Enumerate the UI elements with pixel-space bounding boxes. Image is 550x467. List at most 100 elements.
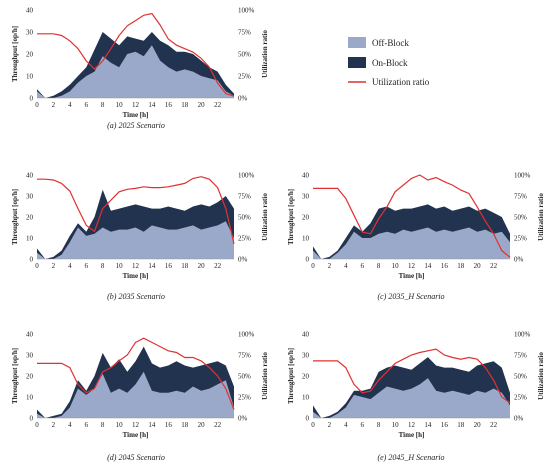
y-tick-label: 20 [26,214,34,222]
y2-axis-title: Utilization ratio [261,193,269,241]
series-off-block-area [37,45,234,98]
panel-caption: (e) 2045_H Scenario [377,453,444,462]
x-tick-label: 2 [328,421,332,429]
y2-tick-label: 75% [514,193,527,201]
x-tick-label: 22 [490,421,498,429]
legend-swatch-off-block [348,37,366,48]
x-tick-label: 12 [408,421,416,429]
y-tick-label: 30 [26,29,34,37]
y-tick-label: 20 [26,51,34,59]
y2-tick-label: 50% [238,373,251,381]
legend-label-utilization: Utilization ratio [372,77,430,87]
legend-swatch-on-block [348,57,366,68]
x-axis-title: Time [h] [123,111,149,119]
x-tick-label: 0 [311,421,315,429]
x-tick-label: 10 [116,262,124,270]
chart-panel-2: 0 2 4 6 8 10 12 14 16 18 20 22 0 10 20 30 40 0% 25% 50% 75% 1… [287,172,545,302]
y2-axis-title: Utilization ratio [261,352,269,400]
y-tick-label: 10 [26,235,34,243]
x-tick-label: 14 [148,101,156,109]
y-tick-label: 30 [26,193,34,201]
y-tick-label: 30 [302,352,310,360]
chart-panel-4: 0 2 4 6 8 10 12 14 16 18 20 22 0 10 20 30 40 0% 25% 50% 75% 1… [287,331,545,463]
x-tick-label: 6 [85,421,89,429]
y2-tick-label: 75% [514,352,527,360]
x-tick-label: 4 [344,421,348,429]
x-tick-label: 20 [198,421,206,429]
y-tick-label: 40 [26,7,34,15]
y-tick-label: 40 [26,331,34,339]
y-tick-label: 10 [26,394,34,402]
y2-tick-label: 0% [514,415,524,423]
x-tick-label: 14 [148,421,156,429]
y-tick-label: 20 [26,373,34,381]
y2-tick-label: 75% [238,29,251,37]
x-tick-label: 20 [474,262,482,270]
y-tick-label: 10 [26,73,34,81]
y-axis-title: Throughput [op/h] [287,348,295,404]
y-tick-label: 20 [302,373,310,381]
x-tick-label: 12 [408,262,416,270]
legend-label-on-block: On-Block [372,58,408,68]
x-tick-label: 0 [35,421,39,429]
x-tick-label: 8 [101,262,105,270]
y-tick-label: 30 [302,193,310,201]
y-tick-label: 30 [26,352,34,360]
chart-panel-1: 0 2 4 6 8 10 12 14 16 18 20 22 0 10 20 30 40 0% 25% 50% 75% 1… [11,172,269,302]
y2-axis-title: Utilization ratio [537,193,545,241]
x-tick-label: 2 [52,262,56,270]
x-axis-title: Time [h] [399,272,425,280]
x-tick-label: 0 [35,262,39,270]
y2-tick-label: 25% [514,394,527,402]
series-off-block-area [313,227,510,259]
panel-caption: (d) 2045 Scenario [107,453,165,462]
x-tick-label: 22 [214,262,222,270]
y2-tick-label: 25% [238,73,251,81]
x-tick-label: 16 [165,101,173,109]
series-off-block-area [37,221,234,259]
y-tick-label: 0 [306,415,310,423]
x-tick-label: 14 [424,262,432,270]
y-tick-label: 20 [302,214,310,222]
x-tick-label: 22 [214,421,222,429]
x-tick-label: 10 [392,262,400,270]
x-tick-label: 4 [68,421,72,429]
x-tick-label: 8 [377,421,381,429]
series-utilization-line [313,174,511,258]
x-tick-label: 2 [328,262,332,270]
y2-tick-label: 100% [514,172,531,180]
y-tick-label: 0 [30,415,34,423]
series-utilization-line [313,348,511,404]
x-tick-label: 4 [68,101,72,109]
x-axis-title: Time [h] [123,272,149,280]
y2-tick-label: 25% [514,235,527,243]
x-tick-label: 6 [85,262,89,270]
x-tick-label: 20 [474,421,482,429]
legend: Off-Block On-Block Utilization ratio [348,37,430,87]
y2-tick-label: 100% [238,331,255,339]
x-tick-label: 14 [424,421,432,429]
y2-tick-label: 50% [514,373,527,381]
x-tick-label: 18 [457,421,465,429]
y2-tick-label: 75% [238,352,251,360]
x-tick-label: 10 [116,421,124,429]
x-tick-label: 18 [181,262,189,270]
y-tick-label: 10 [302,394,310,402]
x-tick-label: 16 [441,262,449,270]
x-tick-label: 20 [198,101,206,109]
x-tick-label: 18 [181,421,189,429]
y2-axis-title: Utilization ratio [537,352,545,400]
x-tick-label: 14 [148,262,156,270]
x-tick-label: 18 [181,101,189,109]
y2-tick-label: 0% [238,256,248,264]
x-tick-label: 12 [132,262,140,270]
y-axis-title: Throughput [op/h] [287,189,295,245]
x-tick-label: 8 [101,101,105,109]
x-tick-label: 8 [377,262,381,270]
y2-axis-title: Utilization ratio [261,30,269,78]
y2-tick-label: 100% [238,7,255,15]
y-tick-label: 40 [302,172,310,180]
y2-tick-label: 25% [238,235,251,243]
x-tick-label: 6 [361,262,365,270]
series-off-block-area [313,378,510,418]
